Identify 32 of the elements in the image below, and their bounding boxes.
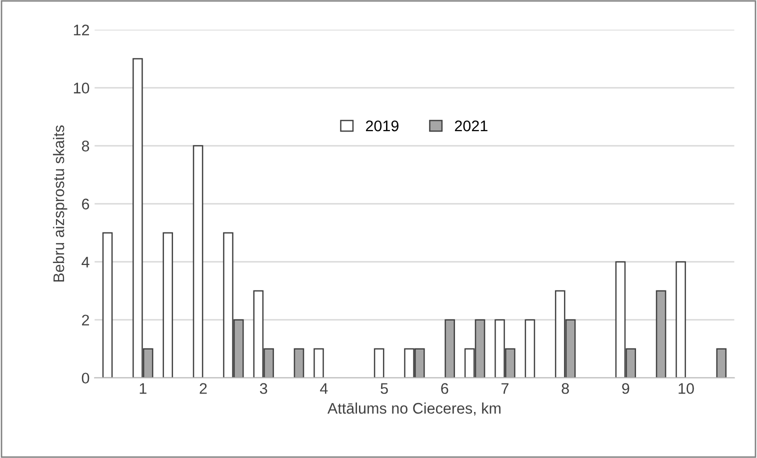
x-tick-label: 2 (200, 383, 207, 394)
x-tick-label: 8 (562, 383, 569, 394)
y-tick-label: 10 (74, 82, 90, 94)
x-tick-label: 6 (441, 383, 448, 394)
bar (314, 348, 324, 378)
y-tick-label: 8 (82, 140, 90, 152)
x-tick-label: 4 (320, 383, 328, 394)
legend-label: 2021 (454, 120, 488, 132)
x-tick-label: 9 (622, 383, 630, 394)
bar (676, 261, 686, 378)
y-tick-label: 12 (74, 24, 89, 36)
x-tick-label: 5 (380, 383, 388, 394)
bar (102, 232, 113, 378)
x-tick-label: 10 (678, 383, 694, 394)
x-tick-label: 1 (140, 383, 146, 394)
y-axis-title: Bebru aizsprostu skaits (52, 125, 68, 282)
bar (374, 348, 384, 378)
legend-label: 2019 (366, 120, 398, 132)
bar (162, 232, 174, 378)
y-tick-label: 2 (82, 314, 89, 326)
y-tick-label: 4 (82, 256, 90, 268)
bar (716, 348, 727, 378)
bar (294, 348, 304, 378)
y-tick-label: 0 (82, 372, 90, 384)
bar (192, 145, 204, 378)
x-axis-title: Attālums no Cieceres, km (327, 402, 500, 416)
bar (656, 290, 666, 378)
x-tick-label: 7 (502, 383, 508, 394)
y-tick-label: 6 (82, 198, 90, 210)
x-tick-label: 3 (260, 383, 268, 394)
bar (444, 319, 455, 378)
bar (524, 319, 536, 378)
